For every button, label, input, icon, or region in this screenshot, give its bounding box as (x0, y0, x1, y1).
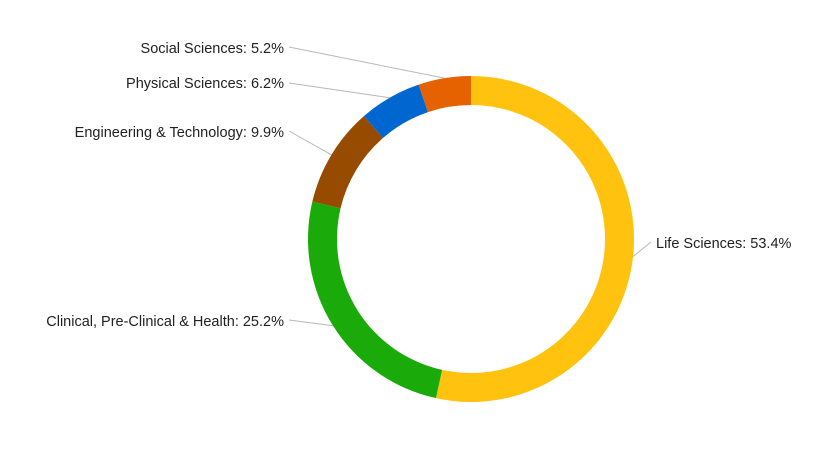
data-label-physical-sciences: Physical Sciences: 6.2% (126, 76, 284, 92)
leader-line-clinical-pre-clinical-and-health (288, 319, 334, 327)
data-label-life-sciences: Life Sciences: 53.4% (656, 236, 792, 252)
slice-physical-sciences[interactable] (363, 84, 428, 138)
slice-life-sciences[interactable] (435, 76, 635, 403)
leader-line-social-sciences (288, 46, 445, 79)
leader-line-physical-sciences (288, 82, 390, 99)
slice-engineering-and-technology[interactable] (312, 116, 383, 209)
leader-line-engineering-and-technology (288, 130, 332, 156)
leader-line-life-sciences (632, 241, 652, 258)
slice-clinical-pre-clinical-and-health[interactable] (308, 201, 443, 399)
leader-lines-layer (288, 46, 652, 327)
data-label-engineering-and-technology: Engineering & Technology: 9.9% (75, 125, 284, 141)
slices-layer (308, 76, 635, 403)
data-label-social-sciences: Social Sciences: 5.2% (141, 41, 285, 57)
slice-social-sciences[interactable] (418, 76, 471, 113)
data-label-clinical-pre-clinical-and-health: Clinical, Pre-Clinical & Health: 25.2% (46, 314, 284, 330)
data-labels-layer: Life Sciences: 53.4% Clinical, Pre-Clinic… (46, 41, 791, 330)
